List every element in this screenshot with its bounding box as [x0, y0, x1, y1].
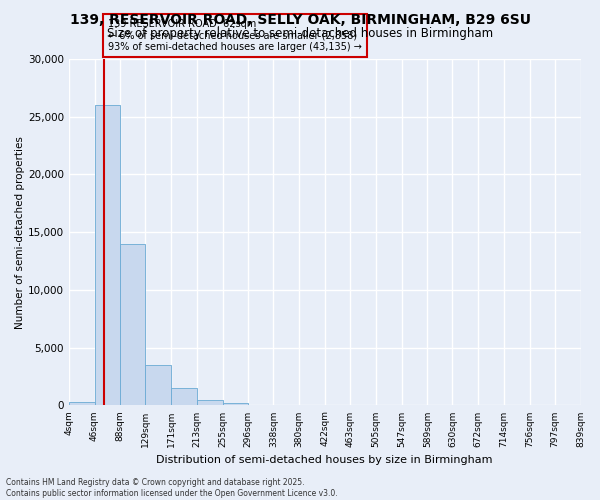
- Bar: [95, 105, 120, 406]
- Text: Contains HM Land Registry data © Crown copyright and database right 2025.
Contai: Contains HM Land Registry data © Crown c…: [6, 478, 338, 498]
- Bar: [120, 244, 145, 406]
- Text: 139 RESERVOIR ROAD: 62sqm
← 6% of semi-detached houses are smaller (2,858)
93% o: 139 RESERVOIR ROAD: 62sqm ← 6% of semi-d…: [108, 19, 362, 52]
- Bar: [248, 404, 274, 406]
- X-axis label: Distribution of semi-detached houses by size in Birmingham: Distribution of semi-detached houses by …: [157, 455, 493, 465]
- Text: Size of property relative to semi-detached houses in Birmingham: Size of property relative to semi-detach…: [107, 28, 493, 40]
- Bar: [69, 402, 95, 406]
- Bar: [197, 400, 223, 406]
- Bar: [145, 365, 171, 406]
- Text: 139, RESERVOIR ROAD, SELLY OAK, BIRMINGHAM, B29 6SU: 139, RESERVOIR ROAD, SELLY OAK, BIRMINGH…: [70, 12, 530, 26]
- Bar: [223, 403, 248, 406]
- Y-axis label: Number of semi-detached properties: Number of semi-detached properties: [15, 136, 25, 328]
- Bar: [171, 388, 197, 406]
